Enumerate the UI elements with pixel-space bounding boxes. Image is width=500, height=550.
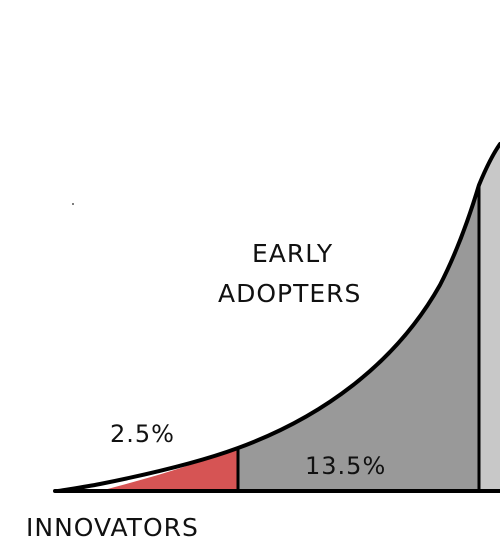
- early-adopters-area: [238, 185, 479, 491]
- bell-curve-line: [56, 142, 500, 493]
- label-innovators-share: 2.5%: [110, 420, 175, 448]
- label-early-adopters-line2: ADOPTERS: [218, 279, 361, 308]
- label-early-adopters-line1: EARLY: [252, 239, 333, 268]
- label-early-adopters-share: 13.5%: [305, 452, 386, 480]
- speck-mark: [72, 203, 74, 205]
- next-segment-area: [479, 144, 500, 491]
- label-innovators: INNOVATORS: [26, 513, 199, 542]
- innovators-area: [100, 448, 238, 491]
